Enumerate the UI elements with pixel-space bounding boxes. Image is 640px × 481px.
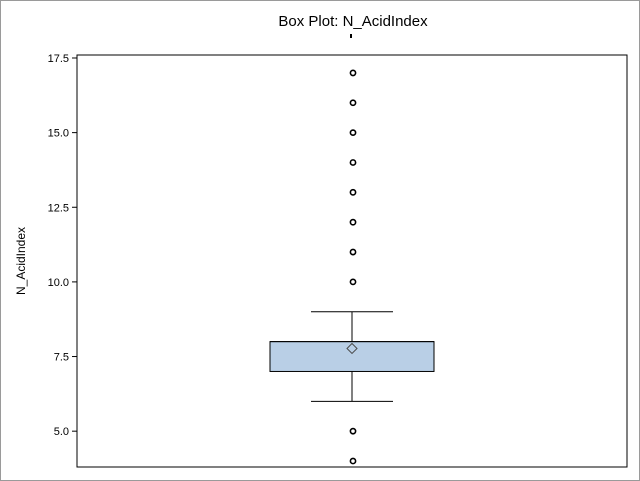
outlier-point xyxy=(349,427,357,435)
outlier-point xyxy=(349,69,357,77)
outlier-point xyxy=(349,457,357,465)
y-tick-label: 12.5 xyxy=(48,202,69,214)
outlier-point xyxy=(349,188,357,196)
y-tick-label: 17.5 xyxy=(48,53,69,65)
y-axis-label: N_AcidIndex xyxy=(14,227,28,295)
outlier-point xyxy=(349,218,357,226)
y-tick-label: 7.5 xyxy=(54,352,69,364)
outlier-point xyxy=(349,278,357,286)
y-tick-label: 15.0 xyxy=(48,128,69,140)
chart-title: Box Plot: N_AcidIndex xyxy=(278,13,428,30)
box-plot-marks xyxy=(269,34,435,465)
y-axis: 5.0 7.5 10.0 12.5 15.0 17.5 xyxy=(48,53,77,438)
outlier-point xyxy=(349,99,357,107)
outlier-point xyxy=(349,159,357,166)
y-tick-label: 5.0 xyxy=(54,426,69,438)
outlier-point xyxy=(349,129,357,137)
y-tick-label: 10.0 xyxy=(48,277,69,289)
mean-marker xyxy=(346,342,358,355)
outlier-point xyxy=(349,248,357,256)
plot-area xyxy=(76,54,628,468)
